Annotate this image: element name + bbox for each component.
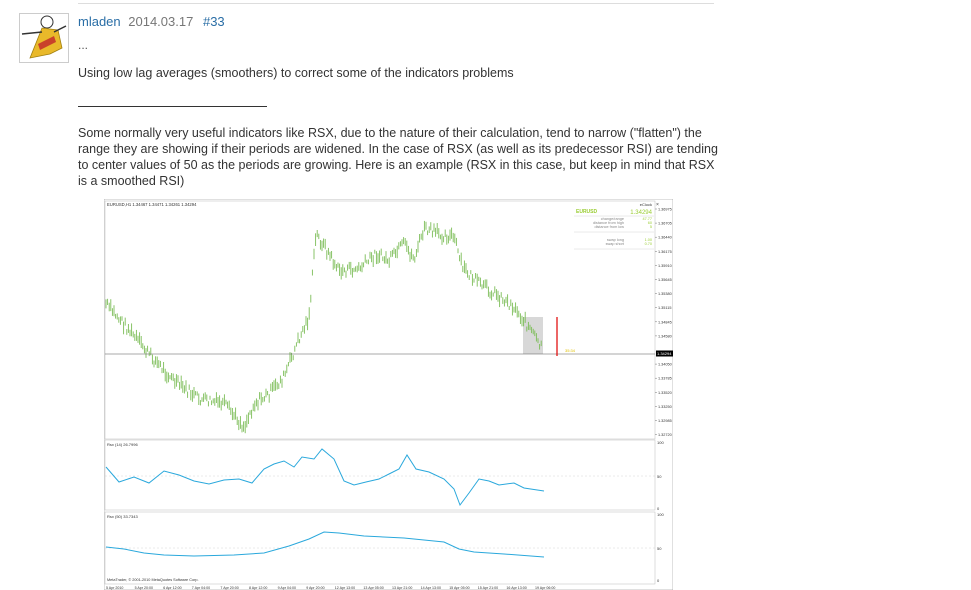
price-bars — [105, 220, 542, 434]
price-tick-label: 1.35380 — [658, 292, 672, 296]
price-tick-label: 1.35115 — [658, 306, 671, 310]
rsx50-axis-top: 100 — [657, 512, 664, 517]
rsx14-title: Rsx (14) 26.7996 — [107, 442, 138, 447]
avatar-image — [20, 14, 68, 62]
date-tick-label: 15 Apr 05:00 — [449, 586, 469, 590]
main-chart-title: EURUSD,H1 1.34467 1.34471 1.34261 1.3429… — [107, 202, 197, 207]
price-tick-label: 1.35910 — [658, 264, 672, 268]
price-tick-label: 1.32985 — [658, 419, 672, 423]
date-axis: 5 Apr 2010 5 Apr 20:00 6 Apr 12:00 7 Apr 04… — [106, 586, 555, 590]
rsx50-line — [105, 531, 545, 558]
info-row-label: swap short — [606, 242, 625, 246]
price-axis: 1.36975 1.36705 1.36440 1.36175 1.35910 1.356… — [655, 208, 672, 437]
info-row-label: change/range — [601, 217, 624, 221]
info-row-value: 47.77 — [642, 217, 652, 221]
info-row-label: distance from high — [593, 221, 624, 225]
post-heading: Using low lag averages (smoothers) to co… — [78, 66, 514, 80]
quote-ellipsis: ... — [78, 38, 89, 52]
price-tick-label: 1.36705 — [658, 222, 672, 226]
post-meta: mladen 2014.03.17 #33 — [78, 14, 225, 29]
date-tick-label: 16 Apr 13:00 — [506, 586, 526, 590]
date-tick-label: 7 Apr 20:00 — [220, 586, 238, 590]
date-tick-label: 9 Apr 04:00 — [278, 586, 296, 590]
info-row-label: distance from low — [594, 225, 624, 229]
date-tick-label: 13 Apr 05:00 — [363, 586, 383, 590]
current-price-label: 1.34294 — [657, 351, 672, 356]
price-tick-label: 1.33785 — [658, 377, 672, 381]
info-row-value: 5 — [650, 225, 652, 229]
date-tick-label: 15 Apr 21:00 — [478, 586, 498, 590]
date-tick-label: 12 Apr 13:00 — [335, 586, 355, 590]
price-tick-label: 1.36440 — [658, 236, 672, 240]
post-number-link[interactable]: #33 — [202, 14, 225, 29]
price-tick-label: 1.36975 — [658, 208, 672, 212]
username-link[interactable]: mladen — [78, 14, 121, 29]
text-divider — [78, 106, 267, 107]
eclock-title: eClock — [640, 202, 652, 207]
price-tick-label: 1.34580 — [658, 334, 672, 338]
info-row-label: swap long — [607, 238, 624, 242]
bar-clock: 35:34 — [565, 348, 576, 353]
post-paragraph: Some normally very useful indicators lik… — [78, 126, 718, 188]
info-row-value: 1.00 — [645, 238, 652, 242]
price-tick-label: 1.35645 — [658, 278, 672, 282]
date-tick-label: 8 Apr 12:00 — [249, 586, 267, 590]
info-price: 1.34294 — [630, 210, 652, 216]
info-row-value: 0.70 — [645, 242, 652, 246]
date-tick-label: 6 Apr 12:00 — [163, 586, 181, 590]
price-tick-label: 1.33520 — [658, 391, 672, 395]
rsx14-axis-top: 100 — [657, 440, 664, 445]
price-tick-label: 1.34845 — [658, 320, 672, 324]
avatar[interactable] — [19, 13, 69, 63]
rsx14-axis-bot: 0 — [657, 506, 660, 511]
rsx14-line — [105, 448, 545, 507]
panel-close-icon[interactable]: × — [656, 202, 659, 208]
date-tick-label: 13 Apr 21:00 — [392, 586, 412, 590]
copyright-text: MetaTrader, © 2001-2010 MetaQuotes Softw… — [107, 578, 199, 582]
rsx50-axis-mid: 50 — [657, 546, 662, 551]
post-separator — [78, 3, 714, 4]
date-tick-label: 7 Apr 04:00 — [192, 586, 210, 590]
price-tick-label: 1.34050 — [658, 363, 672, 367]
rsx14-axis-mid: 50 — [657, 474, 662, 479]
info-symbol: EURUSD — [576, 209, 598, 215]
date-tick-label: 14 Apr 13:00 — [421, 586, 441, 590]
rsx50-title: Rsx (50) 33.7343 — [107, 514, 138, 519]
rsx50-axis-bot: 0 — [657, 578, 660, 583]
info-panel-rows: change/range 47.77 distance from high 60 dis… — [593, 217, 652, 246]
post-date: 2014.03.17 — [128, 14, 194, 29]
price-tick-label: 1.32720 — [658, 433, 672, 437]
current-price-tag — [656, 350, 673, 357]
date-tick-label: 9 Apr 20:00 — [306, 586, 324, 590]
info-row-value: 60 — [648, 221, 652, 225]
date-tick-label: 5 Apr 20:00 — [135, 586, 153, 590]
date-tick-label: 5 Apr 2010 — [106, 586, 123, 590]
price-tick-label: 1.33250 — [658, 405, 672, 409]
date-tick-label: 19 Apr 06:00 — [535, 586, 555, 590]
chart-screenshot: EURUSD,H1 1.34467 1.34471 1.34261 1.3429… — [104, 199, 673, 590]
price-tick-label: 1.36175 — [658, 250, 672, 254]
